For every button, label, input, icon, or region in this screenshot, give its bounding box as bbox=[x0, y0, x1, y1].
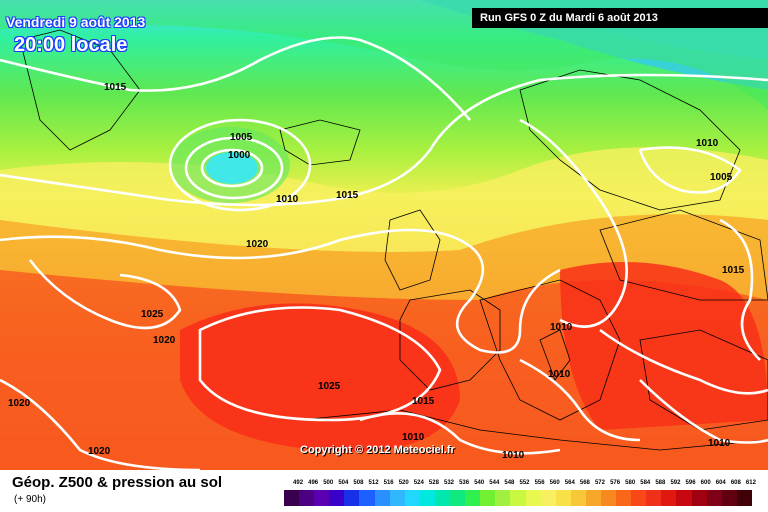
legend-tick-label: 492 bbox=[293, 480, 304, 486]
footer-panel: Géop. Z500 & pression au sol (+ 90h) 492… bbox=[0, 470, 768, 512]
isobar-label: 1015 bbox=[722, 265, 745, 276]
legend-tick-label: 544 bbox=[489, 480, 500, 486]
isobar-label: 1010 bbox=[696, 138, 719, 149]
legend-swatch bbox=[691, 490, 707, 506]
isobar-label: 1025 bbox=[141, 309, 164, 320]
legend-tick-label: 612 bbox=[745, 480, 756, 486]
coastlines bbox=[19, 29, 768, 451]
isobar-label: 1020 bbox=[88, 446, 111, 457]
legend-swatch bbox=[721, 490, 737, 506]
legend-swatch bbox=[299, 490, 315, 506]
legend-swatch bbox=[631, 490, 647, 506]
legend-swatch bbox=[495, 490, 511, 506]
isobar-label: 1005 bbox=[230, 132, 253, 143]
isobar-label: 1010 bbox=[548, 369, 571, 380]
legend-swatch bbox=[344, 490, 360, 506]
legend-swatch bbox=[434, 490, 451, 506]
legend-swatch bbox=[480, 490, 496, 506]
legend-tick-label: 528 bbox=[428, 480, 439, 486]
legend-swatch bbox=[706, 490, 722, 506]
forecast-time: 20:00 locale bbox=[14, 34, 128, 56]
legend-tick-label: 564 bbox=[564, 480, 575, 486]
legend-tick-label: 524 bbox=[413, 480, 424, 486]
chart-title: Géop. Z500 & pression au sol bbox=[12, 474, 223, 491]
forecast-offset: (+ 90h) bbox=[14, 494, 46, 505]
isobar-label: 1015 bbox=[336, 190, 359, 201]
isobar-label: 1020 bbox=[8, 398, 31, 409]
legend-swatch bbox=[329, 490, 345, 506]
isobar-label: 1015 bbox=[412, 396, 435, 407]
legend-tick-label: 552 bbox=[519, 480, 530, 486]
legend-tick-label: 536 bbox=[459, 480, 470, 486]
legend-tick-label: 532 bbox=[444, 480, 455, 486]
legend-swatch bbox=[404, 490, 420, 506]
legend-tick-label: 548 bbox=[504, 480, 515, 486]
legend-swatch bbox=[389, 490, 405, 506]
legend-swatch bbox=[555, 490, 571, 506]
legend-tick-label: 508 bbox=[353, 480, 364, 486]
legend-swatch bbox=[314, 490, 330, 506]
legend-swatch bbox=[736, 490, 752, 506]
isobar-label: 1005 bbox=[710, 172, 733, 183]
weather-map: 1015 1005 1000 1010 1015 1020 1025 1020 … bbox=[0, 0, 768, 470]
legend-swatch bbox=[284, 490, 300, 506]
legend-swatch bbox=[600, 490, 617, 506]
legend-tick-label: 608 bbox=[730, 480, 741, 486]
isobar-label: 1020 bbox=[153, 335, 176, 346]
legend-swatch bbox=[419, 490, 435, 506]
legend-swatch bbox=[510, 490, 526, 506]
copyright-text: Copyright © 2012 Meteociel.fr bbox=[300, 444, 455, 456]
run-banner: Run GFS 0 Z du Mardi 6 août 2013 bbox=[472, 8, 768, 28]
legend-tick-label: 516 bbox=[383, 480, 394, 486]
legend-tick-label: 604 bbox=[715, 480, 726, 486]
isobar-label: 1010 bbox=[276, 194, 299, 205]
legend-tick-label: 584 bbox=[640, 480, 651, 486]
legend-swatch bbox=[570, 490, 586, 506]
legend-tick-label: 512 bbox=[368, 480, 379, 486]
legend-swatch bbox=[525, 490, 541, 506]
legend-swatch bbox=[646, 490, 662, 506]
isobar-label: 1000 bbox=[228, 150, 251, 161]
isobar-label: 1010 bbox=[502, 450, 525, 461]
forecast-date: Vendredi 9 août 2013 bbox=[6, 14, 146, 30]
isobar-label: 1010 bbox=[550, 322, 573, 333]
isobar-label: 1010 bbox=[708, 438, 731, 449]
legend-tick-label: 588 bbox=[655, 480, 666, 486]
legend-tick-label: 572 bbox=[594, 480, 605, 486]
legend-tick-label: 556 bbox=[534, 480, 545, 486]
legend-ticks: 492 496 500 504 508 512 516 520 524 528 532 536 540 5… bbox=[284, 480, 756, 490]
legend-swatch bbox=[540, 490, 556, 506]
isobars bbox=[0, 36, 768, 470]
legend-tick-label: 540 bbox=[474, 480, 485, 486]
legend-swatch bbox=[616, 490, 632, 506]
legend-swatch bbox=[374, 490, 390, 506]
map-canvas: 1015 1005 1000 1010 1015 1020 1025 1020 … bbox=[0, 0, 768, 470]
legend-tick-label: 500 bbox=[323, 480, 334, 486]
isobar-labels: 1015 1005 1000 1010 1015 1020 1025 1020 … bbox=[8, 82, 745, 461]
legend-tick-label: 580 bbox=[625, 480, 636, 486]
isobar-label: 1015 bbox=[104, 82, 127, 93]
isobar-label: 1025 bbox=[318, 381, 341, 392]
isobar-label: 1020 bbox=[246, 239, 269, 250]
legend-tick-label: 560 bbox=[549, 480, 560, 486]
isobar-label: 1010 bbox=[402, 432, 425, 443]
legend-swatch bbox=[465, 490, 481, 506]
legend-swatch bbox=[676, 490, 692, 506]
legend-tick-label: 600 bbox=[700, 480, 711, 486]
color-legend: 492 496 500 504 508 512 516 520 524 528 532 536 540 5… bbox=[284, 480, 756, 508]
legend-color-bar bbox=[284, 490, 752, 506]
legend-tick-label: 496 bbox=[308, 480, 319, 486]
legend-tick-label: 576 bbox=[610, 480, 621, 486]
legend-tick-label: 592 bbox=[670, 480, 681, 486]
legend-tick-label: 596 bbox=[685, 480, 696, 486]
legend-tick-label: 568 bbox=[579, 480, 590, 486]
legend-swatch bbox=[450, 490, 466, 506]
low-pressure-core bbox=[206, 152, 258, 184]
legend-tick-label: 504 bbox=[338, 480, 349, 486]
legend-swatch bbox=[585, 490, 601, 506]
legend-swatch bbox=[661, 490, 677, 506]
legend-swatch bbox=[359, 490, 375, 506]
legend-tick-label: 520 bbox=[398, 480, 409, 486]
